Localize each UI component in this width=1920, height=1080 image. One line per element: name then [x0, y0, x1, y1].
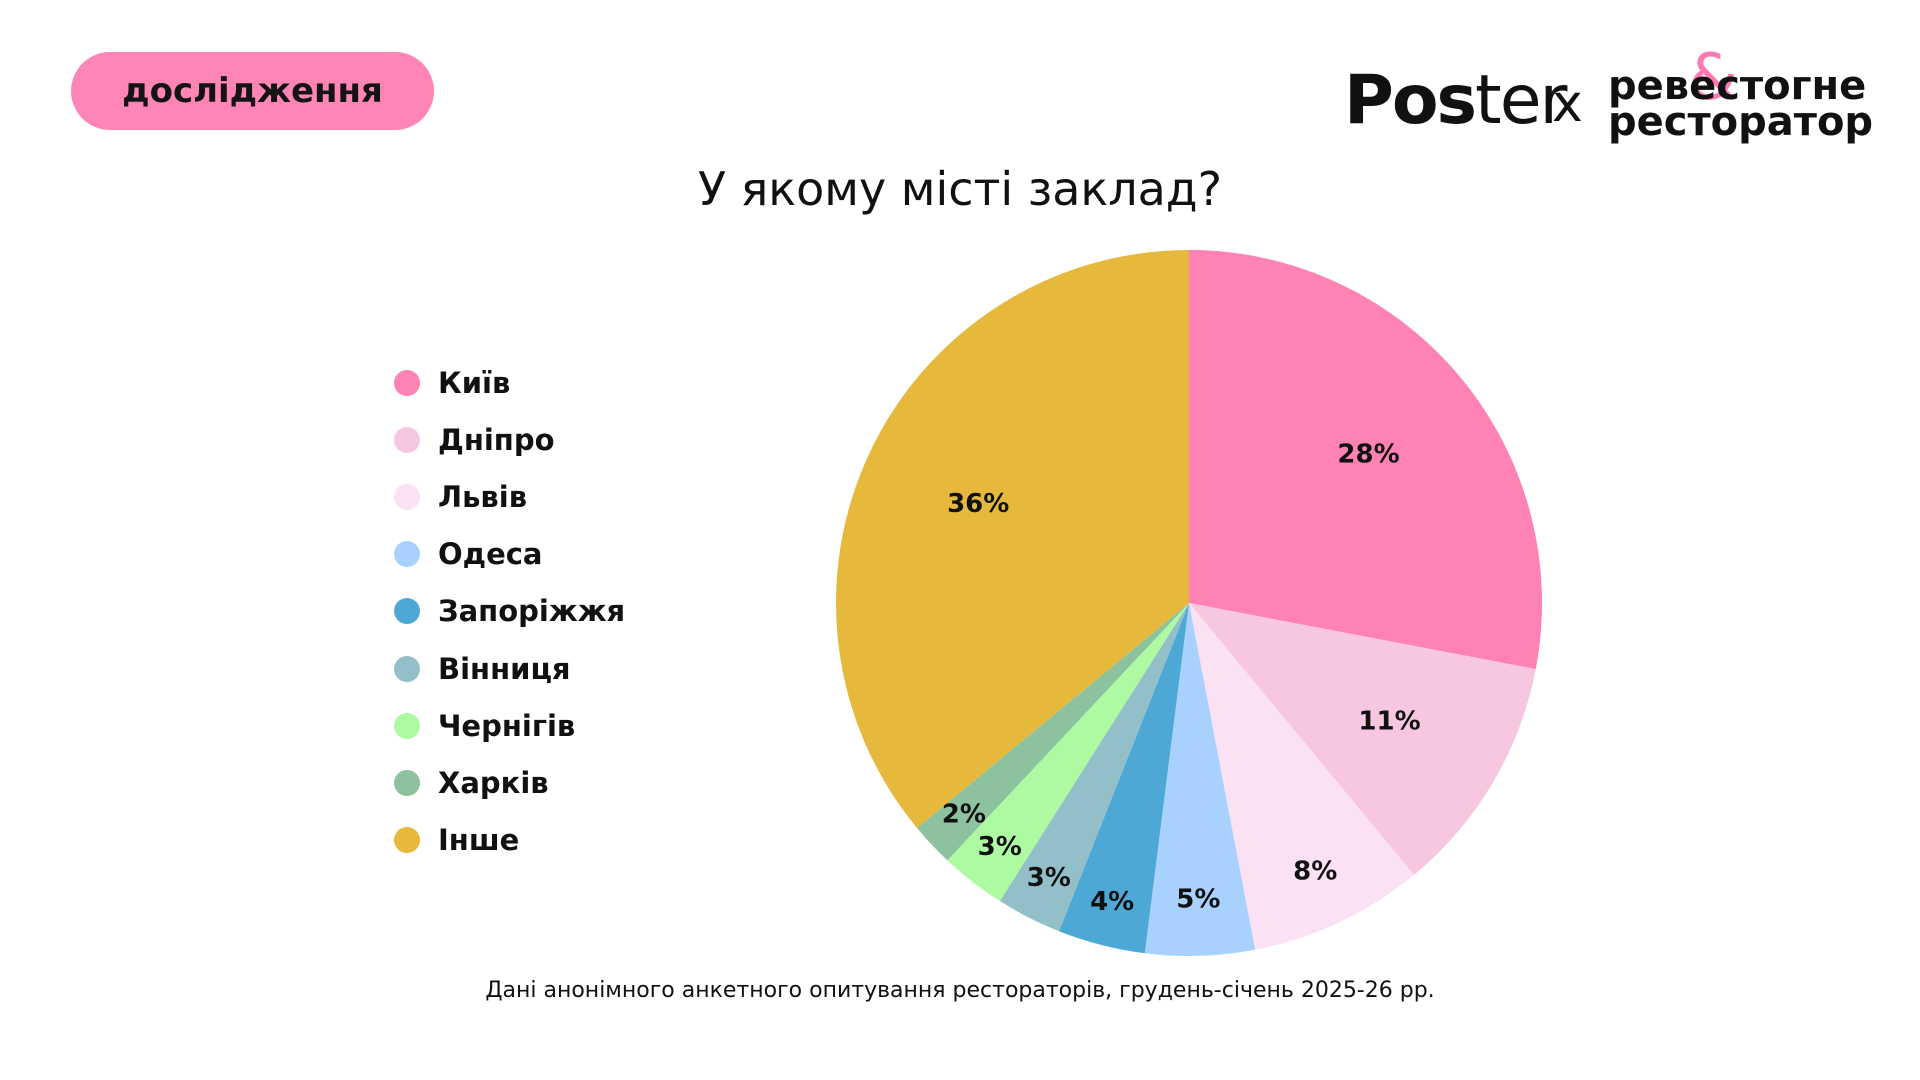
legend-label: Чернігів: [438, 708, 576, 743]
legend-swatch: [394, 827, 420, 854]
pie-slice: [1189, 603, 1415, 950]
legend-item: Львів: [394, 468, 625, 525]
legend-item: Чернігів: [394, 697, 625, 754]
legend-item: Київ: [394, 354, 625, 411]
poster-logo: Poster: [1344, 61, 1568, 140]
pie-slice: [835, 249, 1189, 829]
slice-value-label: 28%: [1337, 439, 1399, 469]
legend-label: Львів: [438, 479, 528, 514]
chart-title: У якому місті заклад?: [697, 162, 1222, 216]
legend-label: Вінниця: [438, 651, 571, 686]
revestogne-logo-line1: ревестогне: [1608, 63, 1867, 109]
slice-value-label: 36%: [947, 489, 1009, 519]
slice-value-label: 3%: [978, 832, 1022, 862]
legend-item: Запоріжжя: [394, 583, 625, 640]
legend-item: Інше: [394, 812, 625, 869]
source-footnote: Дані анонімного анкетного опитування рес…: [485, 978, 1435, 1003]
pie-slice: [1144, 603, 1256, 956]
category-tag-label: дослідження: [122, 71, 383, 111]
slice-value-label: 2%: [942, 799, 986, 829]
legend-swatch: [394, 369, 420, 396]
chart-legend: Київ Дніпро Львів Одеса Запоріжжя Вінниця Черн…: [394, 354, 625, 869]
slice-value-label: 5%: [1176, 884, 1220, 914]
legend-item: Вінниця: [394, 640, 625, 697]
legend-swatch: [394, 541, 420, 568]
legend-swatch: [394, 598, 420, 625]
legend-item: Дніпро: [394, 411, 625, 468]
legend-item: Одеса: [394, 526, 625, 583]
legend-swatch: [394, 655, 420, 682]
legend-swatch: [394, 769, 420, 796]
legend-label: Київ: [438, 365, 511, 400]
revestogne-logo: & ревестогне ресторатор: [1608, 46, 1873, 150]
legend-label: Одеса: [438, 537, 543, 572]
legend-swatch: [394, 426, 420, 453]
ampersand-mark: &: [1688, 41, 1738, 115]
slice-value-label: 4%: [1090, 887, 1134, 917]
pie-slice: [1189, 250, 1543, 670]
legend-swatch: [394, 483, 420, 510]
slice-value-label: 11%: [1358, 707, 1420, 737]
slice-value-label: 3%: [1027, 863, 1071, 893]
pie-slice: [947, 603, 1189, 902]
pie-slice: [1189, 603, 1536, 875]
legend-label: Харків: [438, 765, 549, 800]
legend-label: Дніпро: [438, 422, 555, 457]
legend-label: Інше: [438, 823, 520, 858]
legend-swatch: [394, 712, 420, 739]
revestogne-logo-line2: ресторатор: [1608, 99, 1874, 145]
legend-item: Харків: [394, 754, 625, 811]
legend-label: Запоріжжя: [438, 594, 626, 629]
category-tag: дослідження: [71, 52, 434, 130]
pie-slice: [917, 603, 1189, 861]
slice-value-label: 8%: [1293, 856, 1337, 886]
pie-slice: [1059, 603, 1189, 954]
pie-slice: [999, 603, 1189, 932]
logo-separator: x: [1552, 74, 1583, 134]
partner-logos: Poster x & ревестогне ресторатор: [1340, 46, 1873, 150]
